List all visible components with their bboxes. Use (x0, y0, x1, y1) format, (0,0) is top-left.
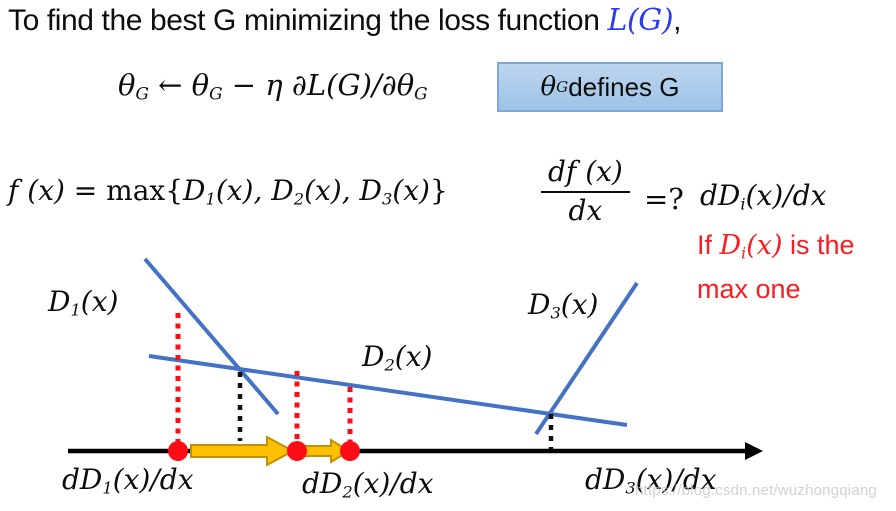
text-run: D (183, 174, 206, 207)
text-run: D (528, 288, 551, 321)
text-run: θ (118, 68, 136, 102)
watermark-text: https://blog.csdn.net/wuzhongqiang (635, 482, 877, 499)
note-line-2: max one (697, 271, 855, 308)
max-function-formula: f (x) = max{D1(x), D2(x), D3(x)} (8, 174, 448, 209)
d1-line (143, 257, 280, 416)
text-run: is the (782, 230, 855, 260)
text-run: ← (148, 68, 192, 102)
text-run: (x), (215, 174, 272, 207)
text-run: To find the best G minimizing the loss f… (8, 4, 608, 37)
text-run: (x)/dx (352, 467, 434, 500)
text-run: 3 (625, 478, 636, 498)
text-run: G (209, 83, 223, 104)
text-run: dD (302, 467, 343, 500)
text-run: (x) (394, 340, 433, 373)
text-run: df (x) (548, 155, 623, 188)
text-run: 1 (205, 189, 216, 209)
d2-curve-label: D2(x) (362, 340, 432, 375)
derivative-answer: dDi(x)/dx (700, 179, 826, 214)
text-run: − η ∂L(G)/∂θ (222, 68, 415, 102)
text-run: L(G) (607, 3, 674, 38)
text-run: } (429, 174, 448, 207)
text-run: θ (540, 72, 557, 102)
text-run: 3 (550, 303, 561, 323)
text-run: (x) (560, 288, 599, 321)
text-run: (x) (80, 285, 119, 318)
text-run: 3 (381, 189, 393, 209)
text-run: (x)/dx (112, 463, 194, 496)
d1-curve-label: D1(x) (48, 285, 118, 320)
text-run: (x) (392, 174, 430, 207)
text-run: dD (585, 463, 626, 496)
derivative-fraction: df (x) dx (541, 155, 630, 227)
text-run: (x)/dx (745, 179, 827, 212)
text-run: D (48, 285, 71, 318)
text-run: D (719, 230, 742, 261)
text-run: dD (62, 463, 103, 496)
d3-line (534, 281, 639, 436)
sample-point-1 (168, 441, 188, 461)
text-run: dx (568, 194, 603, 227)
dd1-region-label: dD1(x)/dx (62, 463, 194, 498)
text-run: D (359, 174, 382, 207)
fraction-denominator: dx (569, 193, 603, 227)
note-line-1: If Di(x) is the (697, 227, 855, 271)
text-run: G (135, 83, 149, 104)
dd2-region-label: dD2(x)/dx (302, 467, 434, 502)
fraction-numerator: df (x) (541, 155, 630, 193)
text-run: i (741, 243, 747, 263)
gradient-step-arrow-large-icon (190, 435, 296, 467)
text-run: 1 (70, 300, 81, 320)
text-run: θ (191, 68, 210, 102)
sample-point-2 (287, 441, 307, 461)
equals-question-mark: =? (644, 182, 684, 216)
text-run: 2 (293, 189, 305, 209)
text-run: (x), (304, 174, 360, 207)
text-run: 2 (384, 355, 395, 375)
slide-title: To find the best G minimizing the loss f… (8, 3, 681, 38)
gradient-update-formula: θG ← θG − η ∂L(G)/∂θG (118, 68, 428, 104)
text-run: (x)/dx (635, 463, 717, 496)
text-run: max one (697, 274, 801, 305)
text-run: dD (700, 179, 741, 212)
text-run: G (414, 83, 428, 104)
text-run: , (673, 4, 682, 37)
text-run: 2 (342, 482, 353, 502)
text-run: D (362, 340, 385, 373)
sample-point-3 (340, 441, 360, 461)
d3-curve-label: D3(x) (528, 288, 598, 323)
text-run: (x) (746, 230, 783, 261)
text-run: D (271, 174, 294, 207)
text-run: f (x) = (8, 174, 107, 207)
text-run: max{ (106, 174, 184, 207)
text-run: defines G (568, 71, 680, 102)
gradient-step-arrow-small-icon (303, 438, 351, 464)
text-run: 1 (102, 478, 113, 498)
x-axis-arrowhead-icon (745, 442, 763, 460)
text-run: i (740, 194, 746, 214)
max-condition-note: If Di(x) is the max one (697, 227, 855, 308)
text-run: If (697, 230, 720, 260)
text-run: G (556, 78, 569, 96)
dd3-region-label: dD3(x)/dx (585, 463, 717, 498)
